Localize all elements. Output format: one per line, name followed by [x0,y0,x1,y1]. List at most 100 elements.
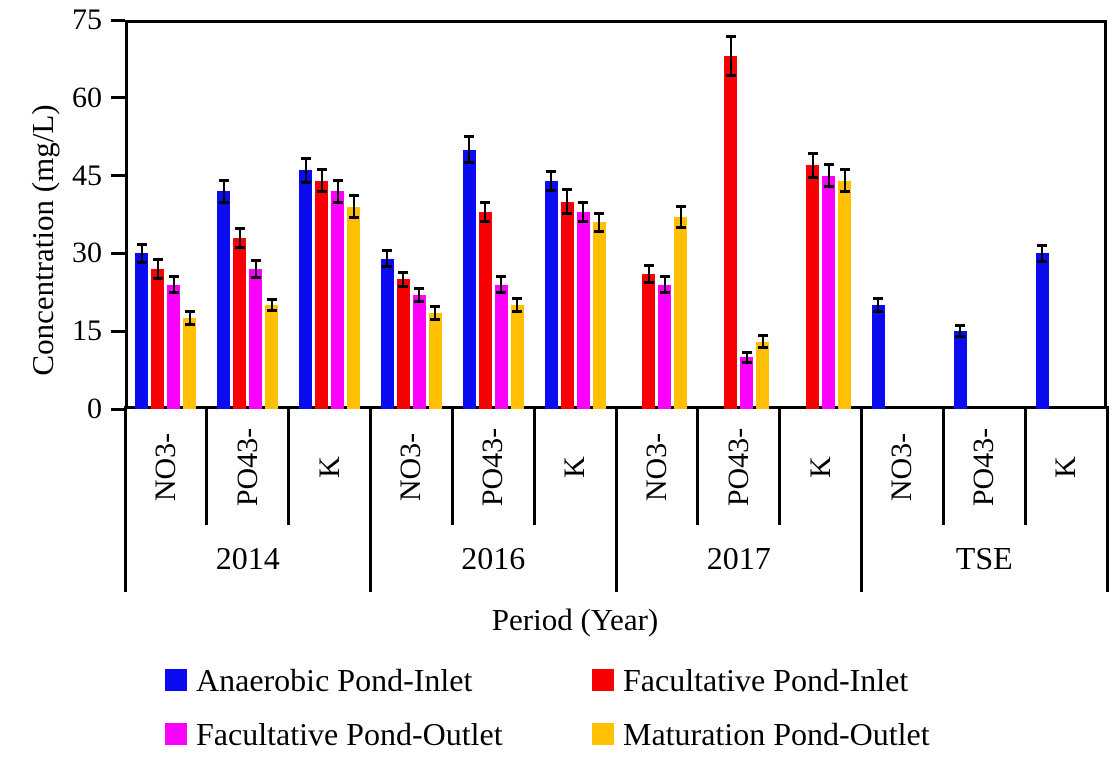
error-bar-cap [464,135,475,139]
bar [510,305,524,409]
error-bar-line [352,197,355,217]
error-bar-cap [496,274,507,278]
legend-swatch [165,723,187,745]
error-bar-cap [823,163,834,167]
error-bar-cap [594,211,605,215]
subcategory-separator [778,406,782,525]
error-bar-line [598,214,601,231]
y-tick [111,174,125,178]
bar [1035,253,1049,409]
bar [838,180,852,409]
error-bar-line [959,327,962,336]
bar [592,222,606,409]
error-bar-line [156,261,159,277]
error-bar-cap [578,219,589,223]
error-bar-cap [659,290,670,294]
subcategory-separator [1023,406,1027,525]
year-separator [614,406,618,592]
error-bar-line [222,181,225,201]
error-bar-cap [512,297,523,301]
error-bar-cap [1037,243,1048,247]
error-bar-cap [562,188,573,192]
error-bar-cap [398,271,409,275]
y-tick-label: 60 [72,80,102,114]
error-bar-cap [757,334,768,338]
error-bar-cap [807,151,818,155]
error-bar-cap [266,309,277,313]
error-bar-cap [562,211,573,215]
error-bar-cap [839,190,850,194]
bar [642,274,656,409]
error-bar-line [402,274,405,285]
error-bar-cap [414,300,425,304]
error-bar-cap [316,168,327,172]
error-bar-cap [184,310,195,314]
error-bar-line [418,289,421,301]
bar [822,175,836,409]
error-bar-line [582,204,585,220]
y-tick-label: 15 [72,314,102,348]
bar [412,294,426,409]
bar [756,341,770,409]
error-bar-cap [152,258,163,262]
legend-label: Anaerobic Pond-Inlet [196,662,473,698]
bar [478,211,492,409]
year-label: TSE [955,540,1013,576]
error-bar-cap [955,324,966,328]
bar [135,253,149,409]
error-bar-cap [873,310,884,314]
error-bar-cap [234,245,245,249]
error-bar-line [484,204,487,220]
error-bar-cap [480,201,491,205]
error-bar-cap [300,157,311,161]
y-tick-label: 0 [87,392,102,425]
bar [265,305,279,409]
bar [217,191,231,409]
error-bar-cap [594,230,605,234]
error-bar-cap [250,259,261,263]
error-bar-line [663,278,666,291]
error-bar-line [827,166,830,185]
bar [151,268,165,409]
year-label: 2016 [461,540,526,576]
error-bar-line [468,138,471,162]
bar [315,180,329,409]
year-separator [369,406,372,592]
error-bar-line [566,191,569,212]
error-bar-cap [332,200,343,204]
error-bar-cap [1037,260,1048,264]
error-bar-cap [546,188,557,192]
bar [249,268,263,409]
error-bar-cap [332,178,343,182]
error-bar-cap [675,225,686,229]
error-bar-cap [300,180,311,184]
legend-swatch [592,723,614,745]
subcategory-separator [696,406,700,525]
error-bar-cap [218,200,229,204]
error-bar-cap [414,286,425,290]
y-tick [111,96,125,100]
error-bar-cap [136,261,147,265]
error-bar-cap [266,298,277,302]
error-bar-line [172,278,175,291]
error-bar-cap [430,318,441,322]
year-label: 2017 [706,540,771,576]
legend-swatch [592,669,614,691]
error-bar-cap [873,297,884,301]
bar [380,258,394,409]
error-bar-cap [839,168,850,172]
error-bar-line [843,171,846,191]
error-bar-cap [725,74,736,78]
error-bar-cap [250,275,261,279]
subcategory-label: K [1049,456,1083,478]
y-tick-label: 45 [72,158,102,192]
error-bar-cap [218,178,229,182]
error-bar-line [254,262,257,276]
plot-border-top [125,20,1107,23]
error-bar-line [140,245,143,262]
error-bar-cap [578,201,589,205]
error-bar-cap [234,227,245,231]
subcategory-separator [532,406,536,525]
year-separator [1105,406,1109,592]
bar [658,284,672,409]
